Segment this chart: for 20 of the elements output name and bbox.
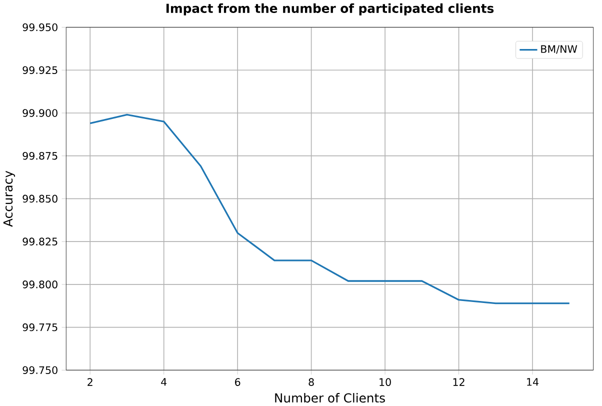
x-tick-label: 4 [161,378,167,386]
x-tick-label: 14 [527,378,538,386]
y-tick-label: 99.850 [22,194,58,203]
y-axis-title: Accuracy [3,170,16,227]
x-tick-label: 8 [308,378,314,386]
x-tick-label: 6 [235,378,240,386]
y-tick-label: 99.825 [22,238,58,246]
y-tick-label: 99.800 [22,280,58,288]
y-tick-label: 99.775 [22,323,58,332]
y-tick-label: 99.900 [22,109,58,117]
y-tick-label: 99.875 [22,152,58,160]
legend-label: BM/NW [541,45,578,54]
y-tick-label: 99.925 [22,66,58,74]
x-tick-label: 2 [88,378,92,386]
x-axis-title: Number of Clients [275,393,385,403]
y-tick-label: 99.950 [22,23,58,32]
x-tick-label: 10 [380,378,391,386]
chart-title: Impact from the number of participated clients [166,3,494,16]
x-tick-label: 12 [453,378,464,386]
y-tick-label: 99.750 [22,366,58,374]
